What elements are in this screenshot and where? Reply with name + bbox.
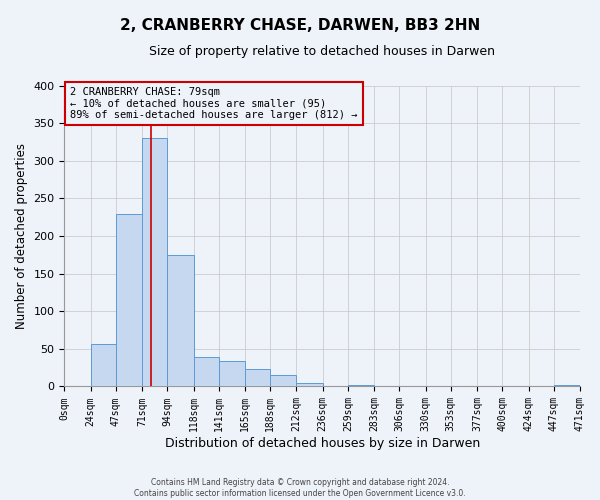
Bar [142, 138, 167, 386]
Bar [194, 357, 219, 386]
Text: 2, CRANBERRY CHASE, DARWEN, BB3 2HN: 2, CRANBERRY CHASE, DARWEN, BB3 2HN [120, 18, 480, 32]
Title: Size of property relative to detached houses in Darwen: Size of property relative to detached ho… [149, 45, 495, 58]
Bar [167, 255, 194, 386]
X-axis label: Distribution of detached houses by size in Darwen: Distribution of detached houses by size … [164, 437, 480, 450]
Bar [245, 369, 270, 386]
Bar [348, 385, 374, 386]
Bar [116, 214, 142, 386]
Bar [554, 385, 580, 386]
Bar [296, 382, 323, 386]
Bar [219, 361, 245, 386]
Y-axis label: Number of detached properties: Number of detached properties [15, 143, 28, 329]
Bar [91, 344, 116, 386]
Text: Contains HM Land Registry data © Crown copyright and database right 2024.
Contai: Contains HM Land Registry data © Crown c… [134, 478, 466, 498]
Bar [270, 375, 296, 386]
Text: 2 CRANBERRY CHASE: 79sqm
← 10% of detached houses are smaller (95)
89% of semi-d: 2 CRANBERRY CHASE: 79sqm ← 10% of detach… [70, 87, 358, 120]
